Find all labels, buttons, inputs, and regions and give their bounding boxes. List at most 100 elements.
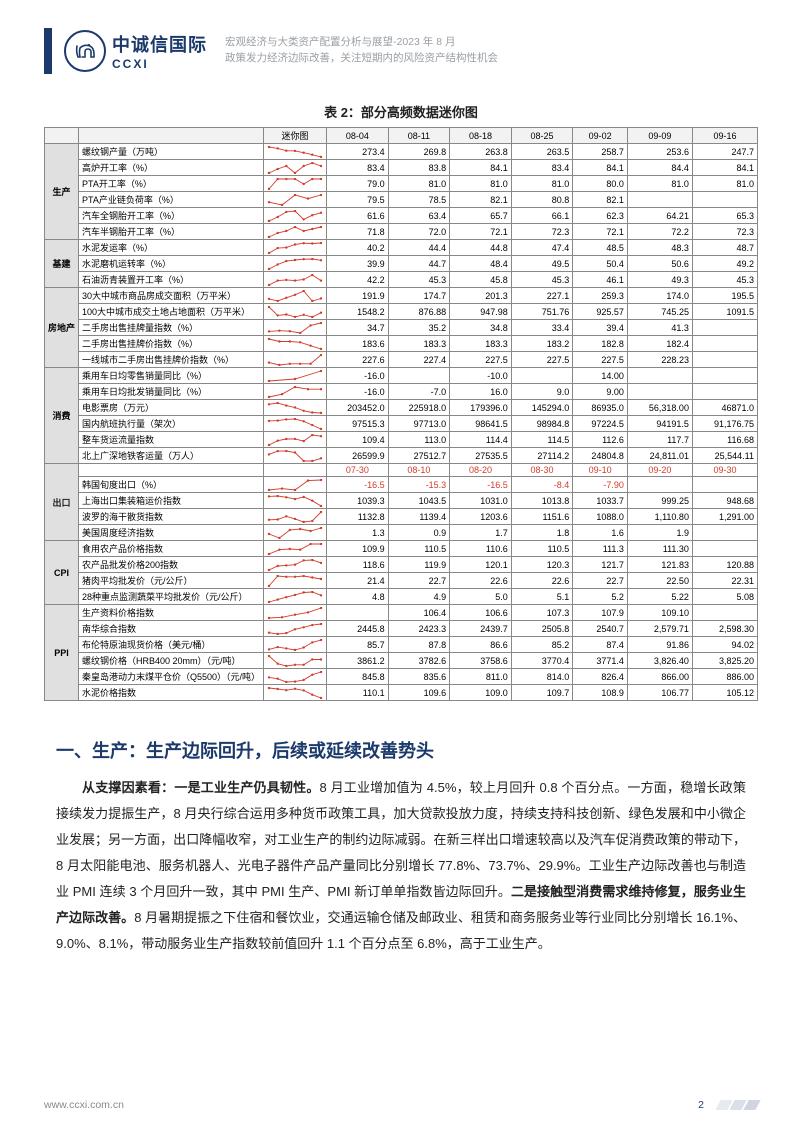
- table-row: 电影票房（万元）203452.0225918.0179396.0145294.0…: [45, 400, 758, 416]
- sparkline-cell: [264, 192, 327, 208]
- col-header: 09-09: [627, 128, 692, 144]
- value-cell: 48.7: [692, 240, 757, 256]
- sparkline-cell: [264, 416, 327, 432]
- value-cell: 49.5: [511, 256, 573, 272]
- value-cell: [511, 368, 573, 384]
- table-row: 生产螺纹钢产量（万吨）273.4269.8263.8263.5258.7253.…: [45, 144, 758, 160]
- table-row: CPI食用农产品价格指数109.9110.5110.6110.5111.3111…: [45, 541, 758, 557]
- value-cell: 814.0: [511, 669, 573, 685]
- sparkline-cell: [264, 400, 327, 416]
- value-cell: 49.3: [627, 272, 692, 288]
- category-cell: 出口: [45, 464, 79, 541]
- value-cell: 2505.8: [511, 621, 573, 637]
- value-cell: [692, 192, 757, 208]
- value-cell: 835.6: [388, 669, 450, 685]
- value-cell: 110.1: [327, 685, 389, 701]
- sparkline-cell: [264, 144, 327, 160]
- value-cell: 107.3: [511, 605, 573, 621]
- value-cell: 2,598.30: [692, 621, 757, 637]
- value-cell: 2439.7: [450, 621, 512, 637]
- sparkline-cell: [264, 589, 327, 605]
- category-cell: 消费: [45, 368, 79, 464]
- value-cell: 109.7: [511, 685, 573, 701]
- value-cell: -7.0: [388, 384, 450, 400]
- value-cell: 110.6: [450, 541, 512, 557]
- value-cell: 27114.2: [511, 448, 573, 464]
- sparkline-cell: [264, 304, 327, 320]
- value-cell: 269.8: [388, 144, 450, 160]
- row-name: 韩国旬度出口（%）: [79, 477, 264, 493]
- value-cell: 85.7: [327, 637, 389, 653]
- table-row: 28种重点监测蔬菜平均批发价（元/公斤）4.84.95.05.15.25.225…: [45, 589, 758, 605]
- value-cell: 119.9: [388, 557, 450, 573]
- value-cell: 925.57: [573, 304, 628, 320]
- value-cell: 39.4: [573, 320, 628, 336]
- value-cell: 45.3: [388, 272, 450, 288]
- value-cell: 866.00: [627, 669, 692, 685]
- value-cell: 117.7: [627, 432, 692, 448]
- table-row: 韩国旬度出口（%）-16.5-15.3-16.5-8.4-7.90: [45, 477, 758, 493]
- value-cell: 3,826.40: [627, 653, 692, 669]
- value-cell: 118.6: [327, 557, 389, 573]
- value-cell: [692, 477, 757, 493]
- table-row: 猪肉平均批发价（元/公斤）21.422.722.622.622.722.5022…: [45, 573, 758, 589]
- sparkline-cell: [264, 352, 327, 368]
- value-cell: [692, 368, 757, 384]
- sparkline-cell: [264, 557, 327, 573]
- value-cell: 106.77: [627, 685, 692, 701]
- sparkline-cell: [264, 240, 327, 256]
- value-cell: 2540.7: [573, 621, 628, 637]
- value-cell: 227.4: [388, 352, 450, 368]
- value-cell: 44.7: [388, 256, 450, 272]
- value-cell: 3861.2: [327, 653, 389, 669]
- table-row: 秦皇岛港动力末煤平仓价（Q5500）（元/吨）845.8835.6811.081…: [45, 669, 758, 685]
- value-cell: 46.1: [573, 272, 628, 288]
- value-cell: 109.10: [627, 605, 692, 621]
- value-cell: 84.1: [692, 160, 757, 176]
- category-cell: 房地产: [45, 288, 79, 368]
- value-cell: 65.3: [692, 208, 757, 224]
- value-cell: 183.3: [388, 336, 450, 352]
- value-cell: 253.6: [627, 144, 692, 160]
- value-cell: 41.3: [627, 320, 692, 336]
- row-name: 二手房出售挂牌量指数（%）: [79, 320, 264, 336]
- value-cell: 49.2: [692, 256, 757, 272]
- value-cell: 845.8: [327, 669, 389, 685]
- value-cell: 999.25: [627, 493, 692, 509]
- footer-url: www.ccxi.com.cn: [44, 1099, 124, 1111]
- value-cell: 71.8: [327, 224, 389, 240]
- table-row: 100大中城市成交土地占地面积（万平米）1548.2876.88947.9875…: [45, 304, 758, 320]
- sparkline-cell: [264, 432, 327, 448]
- table-row: 农产品批发价格200指数118.6119.9120.1120.3121.7121…: [45, 557, 758, 573]
- value-cell: 87.4: [573, 637, 628, 653]
- value-cell: 46871.0: [692, 400, 757, 416]
- section-paragraph: 从支撑因素看：一是工业生产仍具韧性。8 月工业增加值为 4.5%，较上月回升 0…: [56, 775, 746, 957]
- value-cell: 227.5: [450, 352, 512, 368]
- value-cell: 3770.4: [511, 653, 573, 669]
- value-cell: 108.9: [573, 685, 628, 701]
- value-cell: [692, 541, 757, 557]
- value-cell: 48.5: [573, 240, 628, 256]
- value-cell: 3771.4: [573, 653, 628, 669]
- row-name: 汽车半钢胎开工率（%）: [79, 224, 264, 240]
- value-cell: 1031.0: [450, 493, 512, 509]
- value-cell: 27535.5: [450, 448, 512, 464]
- value-cell: 97515.3: [327, 416, 389, 432]
- value-cell: 94191.5: [627, 416, 692, 432]
- page-header: 中诚信国际 CCXI 宏观经济与大类资产配置分析与展望-2023 年 8 月 政…: [0, 0, 802, 84]
- row-name: 生产资料价格指数: [79, 605, 264, 621]
- value-cell: 26599.9: [327, 448, 389, 464]
- value-cell: 21.4: [327, 573, 389, 589]
- row-name: 整车货运流量指数: [79, 432, 264, 448]
- value-cell: 98641.5: [450, 416, 512, 432]
- row-name: 二手房出售挂牌价指数（%）: [79, 336, 264, 352]
- value-cell: 81.0: [388, 176, 450, 192]
- section-1: 一、生产：生产边际回升，后续或延续改善势头 从支撑因素看：一是工业生产仍具韧性。…: [56, 737, 746, 957]
- value-cell: 22.50: [627, 573, 692, 589]
- value-cell: 24,811.01: [627, 448, 692, 464]
- value-cell: 259.3: [573, 288, 628, 304]
- value-cell: 97713.0: [388, 416, 450, 432]
- value-cell: 109.9: [327, 541, 389, 557]
- value-cell: 1,110.80: [627, 509, 692, 525]
- value-cell: 80.0: [573, 176, 628, 192]
